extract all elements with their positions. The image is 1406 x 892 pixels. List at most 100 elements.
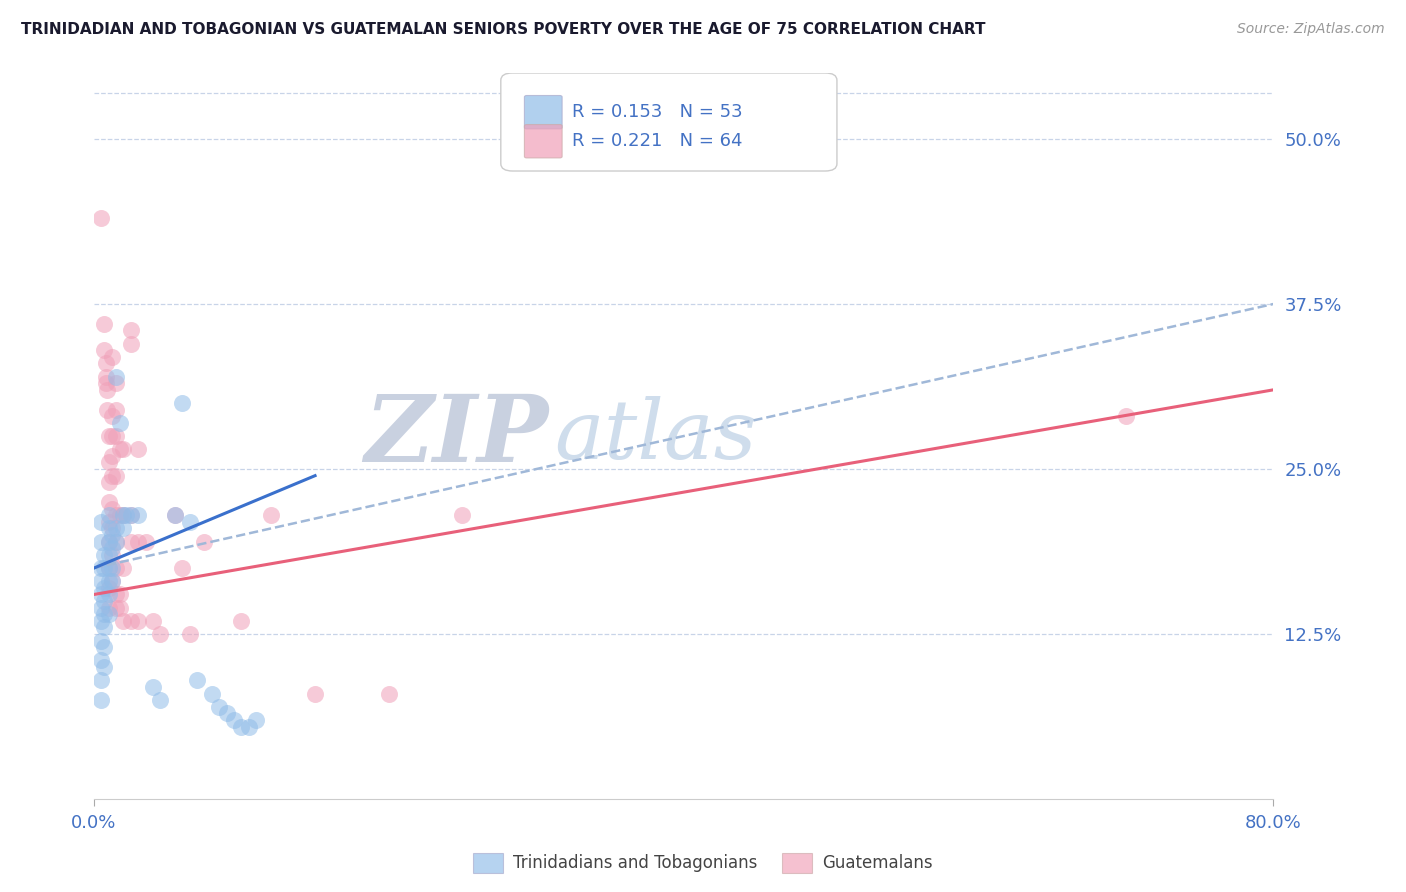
Point: [120, 508, 142, 523]
Point: [120, 336, 142, 351]
Text: R = 0.153   N = 53: R = 0.153 N = 53: [572, 103, 742, 121]
Point: [112, 561, 135, 575]
Point: [163, 508, 186, 523]
Point: [105, 534, 128, 549]
Point: [142, 614, 165, 628]
Point: [90, 211, 112, 226]
Point: [105, 369, 128, 384]
Point: [97, 429, 120, 443]
Point: [112, 442, 135, 457]
Point: [93, 343, 115, 358]
Point: [100, 548, 122, 562]
Point: [142, 680, 165, 694]
Point: [105, 429, 128, 443]
Point: [96, 402, 118, 417]
Point: [127, 534, 149, 549]
Point: [93, 620, 115, 634]
Text: atlas: atlas: [554, 396, 756, 476]
Point: [100, 528, 122, 542]
Point: [93, 607, 115, 622]
Point: [97, 561, 120, 575]
FancyBboxPatch shape: [501, 73, 837, 171]
Point: [179, 627, 201, 641]
Point: [112, 508, 135, 523]
Point: [304, 686, 326, 700]
Point: [100, 449, 122, 463]
Point: [100, 521, 122, 535]
Point: [100, 574, 122, 589]
Point: [120, 534, 142, 549]
Point: [105, 376, 128, 391]
Point: [231, 719, 253, 733]
Point: [93, 640, 115, 655]
Point: [105, 521, 128, 535]
FancyBboxPatch shape: [524, 125, 562, 158]
Point: [97, 521, 120, 535]
Point: [201, 686, 224, 700]
Point: [127, 442, 149, 457]
Point: [100, 541, 122, 556]
Point: [110, 442, 132, 457]
Point: [100, 561, 122, 575]
Point: [238, 719, 260, 733]
Point: [90, 673, 112, 688]
Point: [112, 614, 135, 628]
Point: [97, 607, 120, 622]
Point: [100, 468, 122, 483]
Point: [120, 508, 142, 523]
Point: [100, 350, 122, 364]
Point: [110, 508, 132, 523]
Point: [94, 376, 117, 391]
Point: [186, 673, 208, 688]
Point: [172, 396, 194, 410]
Point: [231, 614, 253, 628]
Point: [97, 534, 120, 549]
Point: [93, 594, 115, 608]
Point: [208, 699, 231, 714]
Point: [90, 574, 112, 589]
Point: [245, 713, 267, 727]
Text: TRINIDADIAN AND TOBAGONIAN VS GUATEMALAN SENIORS POVERTY OVER THE AGE OF 75 CORR: TRINIDADIAN AND TOBAGONIAN VS GUATEMALAN…: [21, 22, 986, 37]
Point: [112, 508, 135, 523]
Point: [172, 561, 194, 575]
Point: [215, 706, 238, 721]
Point: [105, 600, 128, 615]
Point: [378, 686, 401, 700]
Point: [179, 515, 201, 529]
Point: [222, 713, 245, 727]
Point: [97, 495, 120, 509]
Point: [97, 574, 120, 589]
Point: [135, 534, 157, 549]
Point: [105, 587, 128, 601]
Point: [93, 548, 115, 562]
Point: [93, 317, 115, 331]
Point: [97, 600, 120, 615]
Point: [90, 614, 112, 628]
Point: [451, 508, 474, 523]
Point: [90, 693, 112, 707]
Point: [260, 508, 283, 523]
Point: [149, 627, 172, 641]
Point: [120, 614, 142, 628]
Point: [97, 475, 120, 490]
Point: [1115, 409, 1137, 424]
Point: [97, 455, 120, 469]
Point: [97, 561, 120, 575]
Text: Source: ZipAtlas.com: Source: ZipAtlas.com: [1237, 22, 1385, 37]
Text: ZIP: ZIP: [364, 391, 548, 481]
Point: [105, 468, 128, 483]
Point: [115, 508, 138, 523]
Point: [127, 614, 149, 628]
Point: [90, 515, 112, 529]
Point: [93, 581, 115, 595]
Point: [163, 508, 186, 523]
Text: R = 0.221   N = 64: R = 0.221 N = 64: [572, 132, 742, 150]
Point: [100, 501, 122, 516]
Point: [112, 521, 135, 535]
Point: [97, 534, 120, 549]
Point: [127, 508, 149, 523]
Point: [97, 587, 120, 601]
Point: [97, 548, 120, 562]
Point: [110, 416, 132, 430]
Point: [105, 402, 128, 417]
